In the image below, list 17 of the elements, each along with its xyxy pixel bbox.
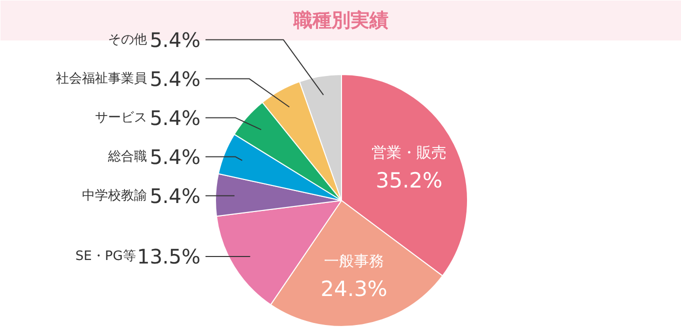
data-label: 5.4% [150, 184, 200, 208]
slice-label: 営業・販売 [372, 144, 447, 162]
data-label: 13.5% [136, 244, 201, 268]
data-label: 5.4% [150, 106, 200, 130]
data-label: 35.2% [376, 168, 442, 193]
slice-label: 一般事務 [324, 252, 384, 270]
data-label: 24.3% [320, 277, 388, 302]
slice-label: 中学校教諭 [82, 188, 147, 204]
slice-label: 社会福祉事業員 [56, 71, 147, 86]
data-label: 5.4% [150, 144, 200, 169]
slice-label: サービス [94, 110, 147, 126]
data-label: 5.4% [150, 28, 200, 52]
data-label: 5.4% [150, 66, 200, 91]
slice-label: SE・PG等 [75, 248, 136, 264]
slice-label: その他 [108, 32, 147, 48]
chart-title: 職種別実績 [292, 10, 388, 32]
slice-label: 総合職 [106, 149, 147, 164]
